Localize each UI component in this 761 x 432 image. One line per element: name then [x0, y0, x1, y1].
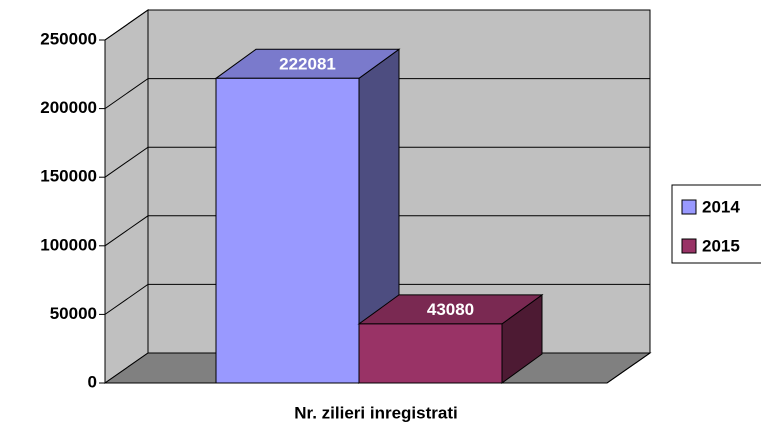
- y-tick-label: 50000: [50, 304, 97, 323]
- y-tick-label: 200000: [40, 98, 97, 117]
- data-label: 43080: [427, 300, 474, 319]
- side-wall: [104, 9, 149, 384]
- bar: [215, 77, 360, 384]
- legend-swatch: [681, 238, 697, 254]
- legend-label: 2015: [702, 236, 740, 255]
- legend-label: 2014: [702, 197, 740, 216]
- y-tick-label: 250000: [40, 29, 97, 48]
- x-tick-label: Nr. zilieri inregistrati: [294, 403, 457, 422]
- y-tick-label: 100000: [40, 235, 97, 254]
- legend-swatch: [681, 199, 697, 215]
- grid-line: [104, 9, 650, 41]
- y-tick-label: 0: [88, 372, 97, 391]
- floor-edge: [606, 352, 651, 384]
- grid-line: [104, 78, 650, 110]
- y-tick-label: 150000: [40, 167, 97, 186]
- grid-line: [104, 146, 650, 178]
- bar: [358, 323, 503, 384]
- grid-line: [104, 283, 650, 315]
- grid-line: [104, 215, 650, 247]
- data-label: 222081: [279, 54, 336, 73]
